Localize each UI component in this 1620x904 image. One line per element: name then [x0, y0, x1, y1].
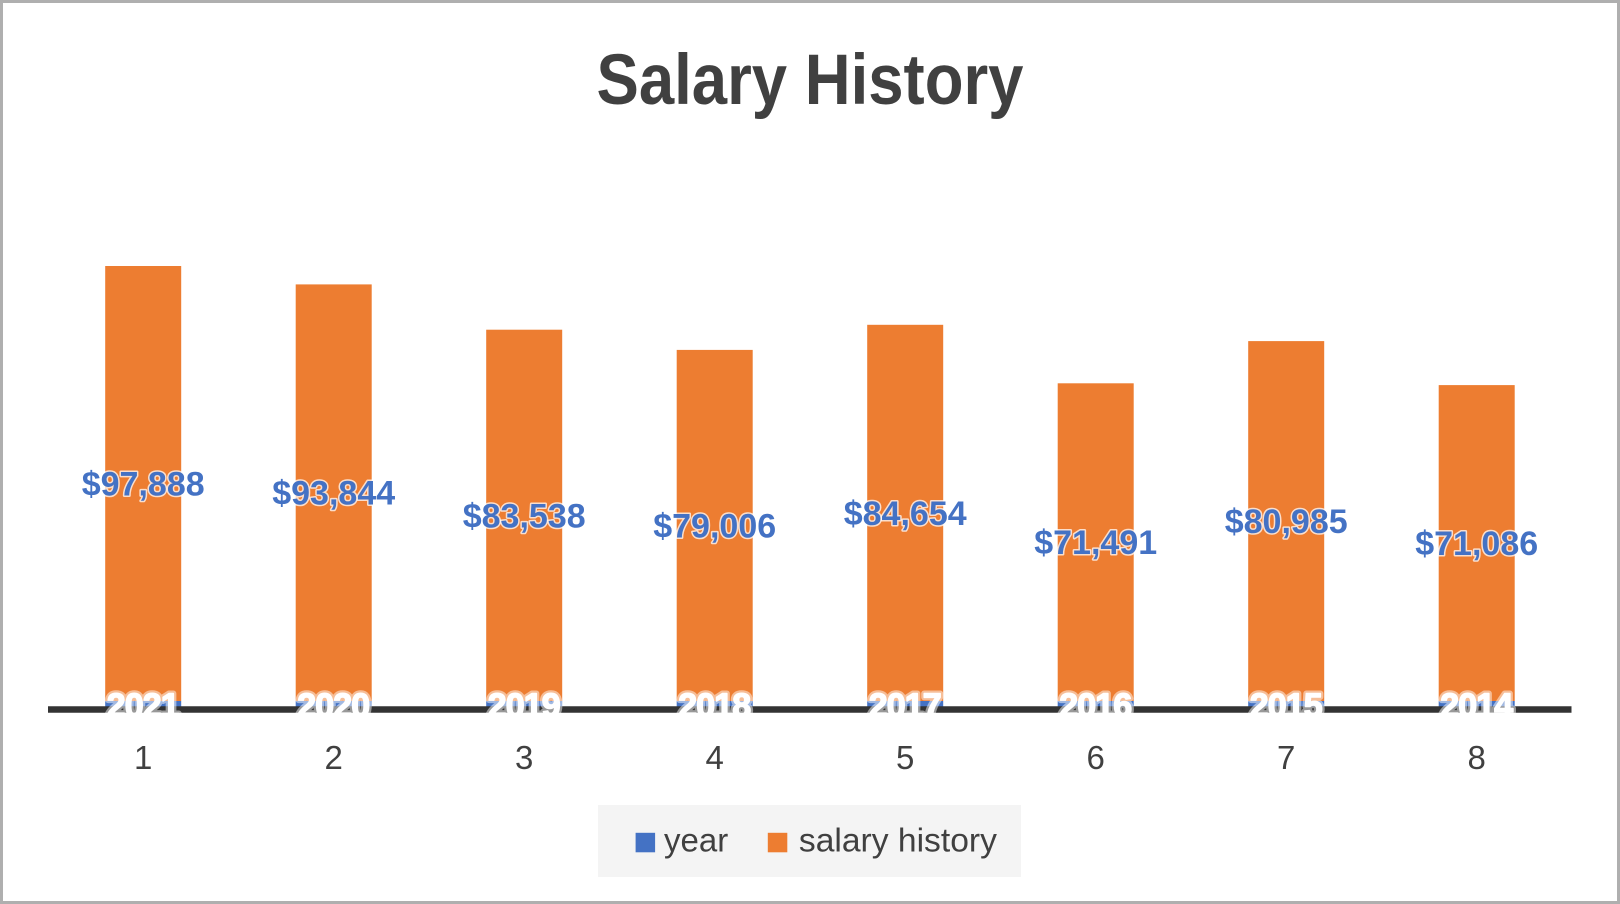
svg-text:8: 8: [1468, 739, 1486, 776]
svg-text:2017: 2017: [869, 687, 942, 725]
svg-text:2020: 2020: [297, 687, 370, 725]
svg-text:2021: 2021: [107, 687, 180, 725]
svg-text:2015: 2015: [1250, 687, 1323, 725]
svg-text:2020: 2020: [297, 687, 370, 725]
svg-text:2015: 2015: [1250, 687, 1323, 725]
svg-text:2017: 2017: [869, 687, 942, 725]
svg-text:$84,654: $84,654: [844, 495, 967, 533]
svg-text:Salary History: Salary History: [597, 41, 1024, 120]
svg-text:salary history: salary history: [799, 822, 998, 859]
svg-text:$97,888: $97,888: [82, 466, 205, 504]
svg-text:2018: 2018: [678, 687, 751, 725]
svg-text:6: 6: [1087, 739, 1105, 776]
svg-text:$93,844: $93,844: [272, 475, 395, 513]
svg-text:year: year: [664, 822, 728, 859]
svg-text:4: 4: [706, 739, 724, 776]
svg-text:5: 5: [896, 739, 914, 776]
svg-text:$79,006: $79,006: [653, 507, 776, 545]
svg-text:2014: 2014: [1440, 687, 1513, 725]
svg-text:2019: 2019: [488, 687, 561, 725]
svg-text:$80,985: $80,985: [1225, 503, 1348, 541]
svg-text:2016: 2016: [1059, 687, 1132, 725]
svg-text:2018: 2018: [678, 687, 751, 725]
svg-text:$83,538: $83,538: [463, 497, 586, 535]
svg-text:1: 1: [134, 739, 152, 776]
svg-text:2: 2: [325, 739, 343, 776]
svg-text:2019: 2019: [488, 687, 561, 725]
svg-text:$71,491: $71,491: [1034, 524, 1157, 562]
svg-text:3: 3: [515, 739, 533, 776]
svg-text:7: 7: [1277, 739, 1295, 776]
svg-text:2014: 2014: [1440, 687, 1513, 725]
svg-text:$71,086: $71,086: [1415, 525, 1538, 563]
svg-text:2021: 2021: [107, 687, 180, 725]
svg-text:2016: 2016: [1059, 687, 1132, 725]
